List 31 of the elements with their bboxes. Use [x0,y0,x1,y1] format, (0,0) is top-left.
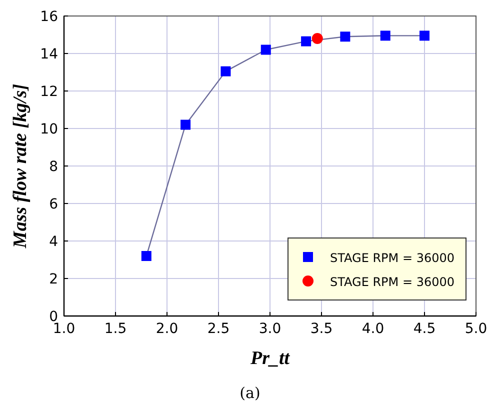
x-tick-label: 1.0 [52,321,76,337]
point [380,30,390,41]
y-tick-label: 12 [40,84,58,100]
legend-label: STAGE RPM = 36000 [330,251,454,265]
y-tick-label: 14 [40,46,58,62]
point [312,33,323,44]
x-tick-label: 2.0 [156,321,178,337]
x-tick-label: 2.5 [207,321,230,337]
y-tick-label: 10 [40,122,58,138]
x-tick-label: 4.5 [413,321,436,337]
x-axis-title: Pr_tt [249,348,290,369]
x-tick-label: 5.0 [464,321,488,337]
point [220,66,231,76]
legend-label: STAGE RPM = 36000 [330,275,454,289]
x-tick-label: 1.5 [104,321,127,337]
y-tick-label: 2 [49,272,58,288]
y-tick-label: 4 [49,234,58,250]
point [180,120,191,130]
x-tick-label: 4.0 [362,321,384,337]
point [141,251,152,261]
y-axis-title: Mass flow rate [kg/s] [10,84,31,250]
y-tick-label: 6 [49,196,58,212]
text: (a) [240,384,260,402]
x-tick-label: 3.0 [258,321,282,337]
point [260,44,271,55]
point [420,30,430,41]
y-tick-label: 8 [49,159,58,175]
x-tick-label: 3.5 [310,321,333,337]
point [340,32,350,42]
point [301,36,312,46]
y-tick-label: 16 [40,9,58,25]
